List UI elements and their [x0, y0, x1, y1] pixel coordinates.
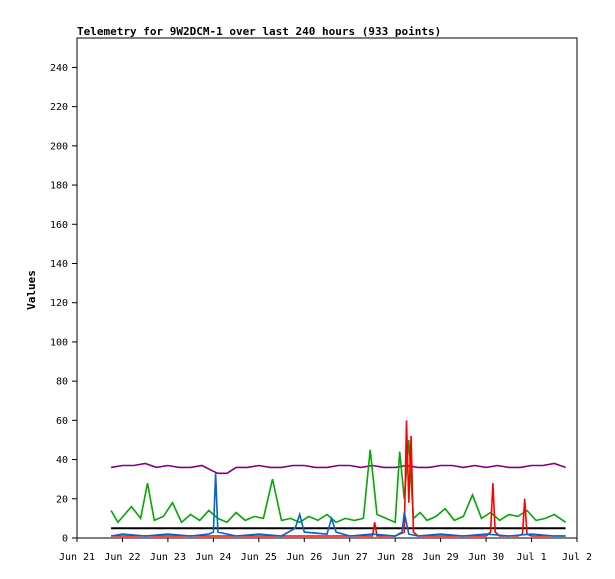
y-axis-label: Values	[25, 270, 38, 310]
y-tick-label: 20	[56, 494, 68, 505]
x-tick-label: Jun 21	[59, 552, 95, 563]
x-tick-label: Jun 26	[286, 552, 322, 563]
x-tick-label: Jun 23	[150, 552, 186, 563]
y-tick-label: 80	[56, 377, 68, 388]
y-tick-label: 60	[56, 416, 68, 427]
y-tick-label: 0	[62, 534, 68, 545]
series-line-2	[110, 439, 567, 524]
y-tick-label: 240	[50, 63, 68, 74]
x-tick-label: Jun 24	[195, 552, 231, 563]
y-tick-label: 220	[50, 102, 68, 113]
plot-area	[110, 420, 567, 537]
x-tick-label: Jun 29	[423, 552, 459, 563]
x-tick-label: Jun 22	[104, 552, 140, 563]
x-tick-label: Jul 2	[562, 552, 592, 563]
plot-frame	[76, 37, 578, 539]
x-tick-label: Jun 27	[332, 552, 368, 563]
x-tick-label: Jul 1	[516, 552, 546, 563]
x-tick-label: Jun 25	[241, 552, 277, 563]
y-axis: 0 20 40 60 80 100 120 140 160 180 200 220 240	[50, 63, 77, 545]
y-tick-label: 120	[50, 298, 68, 309]
x-tick-label: Jun 28	[377, 552, 413, 563]
y-tick-label: 160	[50, 220, 68, 231]
series-line-4	[110, 473, 566, 537]
y-tick-label: 200	[50, 141, 68, 152]
x-axis: Jun 21 Jun 22 Jun 23 Jun 24 Jun 25 Jun 26 Jun …	[59, 538, 592, 563]
y-tick-label: 40	[56, 455, 68, 466]
chart-title: Telemetry for 9W2DCM-1 over last 240 hou…	[77, 25, 441, 38]
series-line-1	[110, 462, 566, 475]
y-tick-label: 140	[50, 259, 68, 270]
y-tick-label: 180	[50, 181, 68, 192]
x-tick-label: Jun 30	[468, 552, 504, 563]
y-tick-label: 100	[50, 337, 68, 348]
